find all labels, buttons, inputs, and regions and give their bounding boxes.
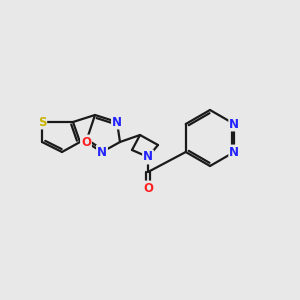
Text: N: N	[112, 116, 122, 128]
Text: S: S	[38, 116, 46, 128]
Text: N: N	[229, 146, 239, 158]
Text: O: O	[81, 136, 91, 148]
Text: N: N	[97, 146, 107, 158]
Text: N: N	[143, 151, 153, 164]
Text: O: O	[143, 182, 153, 194]
Text: N: N	[229, 118, 239, 130]
